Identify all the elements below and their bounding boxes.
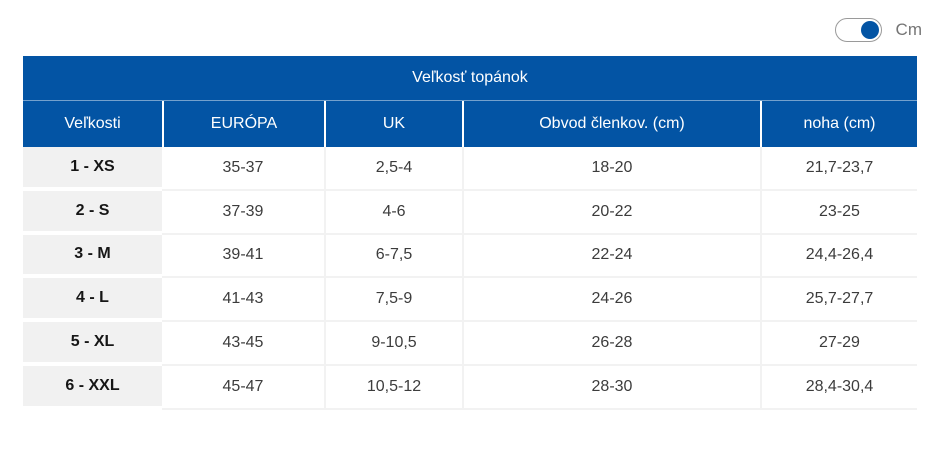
cell-obvod: 20-22 [462, 190, 760, 235]
cell-obvod: 22-24 [462, 234, 760, 279]
cell-obvod: 24-26 [462, 278, 760, 323]
row-size-label: 2 - S [23, 190, 162, 235]
cell-noha: 21,7-23,7 [760, 147, 917, 191]
cell-uk: 4-6 [324, 190, 462, 235]
cell-noha: 23-25 [760, 190, 917, 235]
cell-noha: 24,4-26,4 [760, 234, 917, 279]
cell-europa: 43-45 [162, 322, 324, 366]
shoe-size-table: Veľkosť topánok Veľkosti EURÓPA UK Obvod… [23, 56, 917, 410]
unit-toggle-bar: Cm [834, 18, 922, 42]
cell-europa: 35-37 [162, 147, 324, 191]
table-title: Veľkosť topánok [23, 56, 917, 101]
column-header-uk: UK [324, 101, 462, 147]
unit-label: Cm [895, 20, 922, 39]
cell-noha: 28,4-30,4 [760, 365, 917, 410]
column-header-obvod: Obvod členkov. (cm) [462, 101, 760, 147]
row-size-label: 6 - XXL [23, 365, 162, 410]
cell-europa: 39-41 [162, 234, 324, 279]
cell-noha: 25,7-27,7 [760, 278, 917, 323]
unit-toggle-switch[interactable] [834, 18, 882, 42]
cell-obvod: 28-30 [462, 365, 760, 410]
cell-uk: 10,5-12 [324, 365, 462, 410]
cell-europa: 45-47 [162, 365, 324, 410]
column-header-noha: noha (cm) [760, 101, 917, 147]
row-size-label: 1 - XS [23, 147, 162, 191]
cell-europa: 41-43 [162, 278, 324, 323]
cell-europa: 37-39 [162, 190, 324, 235]
column-header-europa: EURÓPA [162, 101, 324, 147]
column-header-velkosti: Veľkosti [23, 101, 162, 147]
row-size-label: 3 - M [23, 234, 162, 279]
cell-uk: 2,5-4 [324, 147, 462, 191]
cell-noha: 27-29 [760, 322, 917, 366]
cell-uk: 7,5-9 [324, 278, 462, 323]
cell-uk: 6-7,5 [324, 234, 462, 279]
cell-uk: 9-10,5 [324, 322, 462, 366]
cell-obvod: 26-28 [462, 322, 760, 366]
toggle-knob-icon [860, 21, 879, 39]
row-size-label: 4 - L [23, 278, 162, 323]
cell-obvod: 18-20 [462, 147, 760, 191]
row-size-label: 5 - XL [23, 322, 162, 366]
